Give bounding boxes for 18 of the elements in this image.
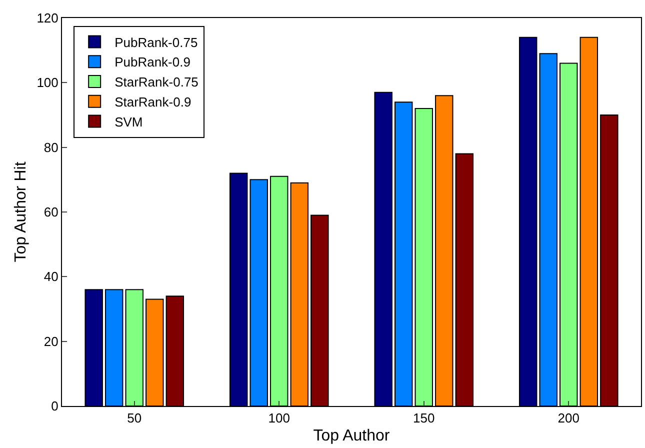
y-tick-label: 40 xyxy=(44,269,58,284)
y-tick-label: 0 xyxy=(51,398,58,414)
y-tick-label: 20 xyxy=(44,334,58,349)
x-tick-label: 100 xyxy=(268,410,290,426)
x-tick-label: 150 xyxy=(413,410,435,426)
x-tick-label: 50 xyxy=(127,410,142,426)
legend-label: PubRank-0.9 xyxy=(114,54,190,70)
x-axis-title: Top Author xyxy=(313,427,390,444)
y-tick-label: 100 xyxy=(36,75,58,90)
x-tick-label: 200 xyxy=(558,410,580,426)
legend-label: StarRank-0.9 xyxy=(114,94,192,110)
legend-label: StarRank-0.75 xyxy=(114,74,198,90)
legend-label: SVM xyxy=(114,114,143,130)
legend-label: PubRank-0.75 xyxy=(114,34,198,50)
y-axis-title: Top Author Hit xyxy=(12,161,30,262)
y-tick-label: 120 xyxy=(36,10,58,26)
y-tick-label: 80 xyxy=(44,140,58,155)
y-tick-label: 60 xyxy=(44,204,58,220)
